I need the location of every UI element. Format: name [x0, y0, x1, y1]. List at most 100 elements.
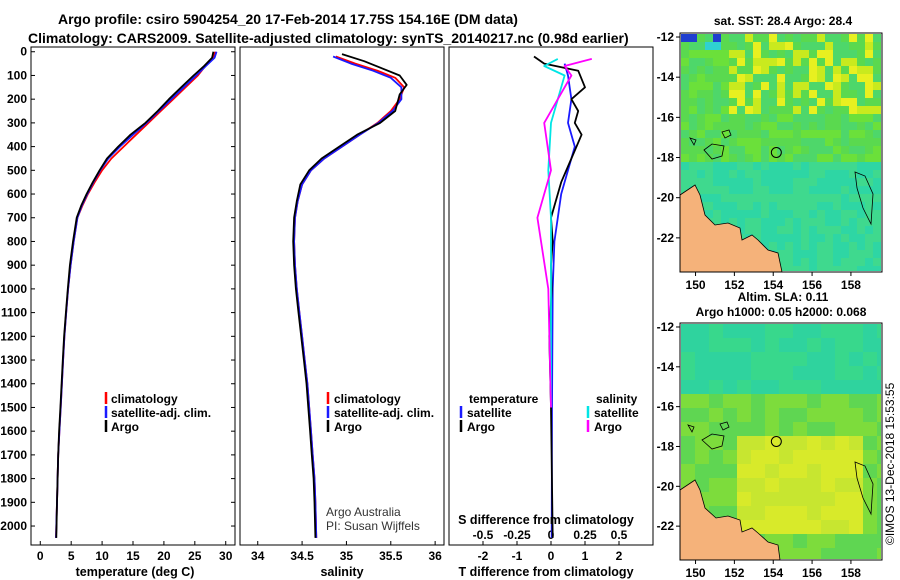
- map-cell: [793, 436, 807, 450]
- map-cell: [737, 226, 745, 234]
- map-cell: [865, 34, 873, 42]
- map-cell: [785, 202, 793, 210]
- map-cell: [681, 106, 689, 114]
- map-cell: [835, 506, 849, 520]
- map-cell: [849, 58, 857, 66]
- map-cell: [761, 130, 769, 138]
- lat-tick-label: -14: [657, 70, 675, 84]
- map-cell: [793, 380, 807, 394]
- map-cell: [857, 210, 865, 218]
- credit-pi: PI: Susan Wijffels: [326, 519, 420, 533]
- map-cell: [723, 436, 737, 450]
- lat-tick-label: -22: [657, 231, 675, 245]
- map-cell: [753, 178, 761, 186]
- map-cell: [857, 242, 865, 250]
- map-cell: [769, 138, 777, 146]
- series-line-argo: [292, 53, 408, 538]
- map-cell: [713, 58, 721, 66]
- salinity-panel: 34 34.5 35 35.5 36 salinity climatology sate…: [239, 46, 445, 579]
- map-cell: [745, 58, 753, 66]
- map-cell: [785, 50, 793, 58]
- map-cell: [849, 114, 857, 122]
- sla-map-frame: [679, 322, 883, 561]
- map-cell: [779, 324, 793, 338]
- lat-tick-label: -12: [657, 30, 675, 44]
- map-cell: [873, 242, 881, 250]
- map-cell: [841, 42, 849, 50]
- map-cell: [801, 122, 809, 130]
- map-cell: [825, 250, 833, 258]
- salinity-xlabel: salinity: [320, 565, 363, 579]
- map-cell: [825, 202, 833, 210]
- map-cell: [817, 210, 825, 218]
- map-cell: [841, 50, 849, 58]
- map-cell: [705, 114, 713, 122]
- map-cell: [745, 114, 753, 122]
- map-cell: [737, 162, 745, 170]
- map-cell: [761, 226, 769, 234]
- map-cell: [849, 380, 863, 394]
- map-cell: [865, 42, 873, 50]
- map-cell: [793, 154, 801, 162]
- map-cell: [729, 146, 737, 154]
- map-cell: [785, 170, 793, 178]
- map-cell: [833, 122, 841, 130]
- map-cell: [779, 366, 793, 380]
- map-cell: [841, 234, 849, 242]
- map-cell: [713, 162, 721, 170]
- map-cell: [825, 106, 833, 114]
- map-cell: [857, 58, 865, 66]
- map-cell: [729, 170, 737, 178]
- map-cell: [695, 366, 709, 380]
- map-cell: [873, 234, 881, 242]
- map-cell: [793, 242, 801, 250]
- map-cell: [695, 408, 709, 422]
- map-cell: [841, 258, 849, 266]
- map-cell: [825, 146, 833, 154]
- map-cell: [745, 122, 753, 130]
- map-cell: [705, 194, 713, 202]
- map-cell: [689, 50, 697, 58]
- map-cell: [793, 122, 801, 130]
- map-cell: [865, 106, 873, 114]
- map-cell: [729, 186, 737, 194]
- map-cell: [833, 258, 841, 266]
- map-cell: [849, 478, 863, 492]
- map-cell: [713, 74, 721, 82]
- map-cell: [713, 90, 721, 98]
- sla-map-subtitle: Argo h1000: 0.05 h2000: 0.068: [696, 305, 867, 319]
- sst-map-title: sat. SST: 28.4 Argo: 28.4: [714, 14, 853, 28]
- map-cell: [873, 162, 881, 170]
- map-cell: [865, 58, 873, 66]
- depth-tick-label: 200: [7, 92, 27, 106]
- map-cell: [729, 194, 737, 202]
- map-cell: [697, 130, 705, 138]
- legend-label-argo: Argo: [111, 420, 139, 434]
- map-cell: [689, 146, 697, 154]
- map-cell: [777, 50, 785, 58]
- map-cell: [753, 122, 761, 130]
- map-cell: [865, 114, 873, 122]
- map-cell: [689, 90, 697, 98]
- map-cell: [737, 422, 751, 436]
- map-cell: [849, 130, 857, 138]
- x-tick-label: -0.5: [473, 528, 494, 542]
- map-cell: [681, 464, 695, 478]
- map-cell: [761, 106, 769, 114]
- map-cell: [849, 50, 857, 58]
- lon-tick-label: 158: [841, 566, 861, 580]
- map-cell: [857, 130, 865, 138]
- map-cell: [729, 50, 737, 58]
- map-cell: [785, 210, 793, 218]
- map-cell: [761, 138, 769, 146]
- map-cell: [849, 146, 857, 154]
- map-cell: [705, 90, 713, 98]
- map-cell: [849, 266, 857, 271]
- map-cell: [865, 98, 873, 106]
- depth-tick-label: 700: [7, 211, 27, 225]
- map-cell: [833, 90, 841, 98]
- map-cell: [793, 58, 801, 66]
- map-cell: [753, 98, 761, 106]
- map-cell: [737, 74, 745, 82]
